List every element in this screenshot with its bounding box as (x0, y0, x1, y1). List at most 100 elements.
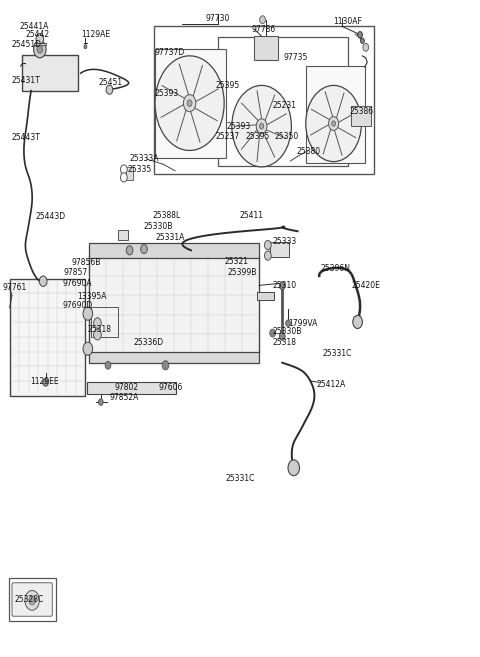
Text: 1799VA: 1799VA (288, 319, 317, 328)
Bar (89, 352, 259, 363)
Bar (10, 279, 85, 396)
Text: 25330B: 25330B (144, 222, 173, 231)
Circle shape (43, 378, 48, 386)
Circle shape (306, 85, 361, 162)
Text: 25331C: 25331C (226, 474, 255, 483)
Circle shape (260, 16, 265, 24)
Bar (87, 382, 176, 394)
Text: 25321: 25321 (225, 257, 249, 266)
Circle shape (141, 244, 147, 254)
Circle shape (34, 41, 46, 58)
Text: 25237: 25237 (216, 132, 240, 141)
Circle shape (36, 34, 44, 44)
Text: 25431T: 25431T (12, 76, 41, 85)
Circle shape (332, 121, 336, 126)
Text: 25388L: 25388L (153, 211, 181, 220)
Text: 97761: 97761 (2, 283, 27, 292)
Text: 25451: 25451 (98, 78, 122, 87)
Circle shape (360, 38, 364, 43)
Text: 97852A: 97852A (109, 393, 139, 402)
Text: 97735: 97735 (283, 53, 308, 62)
Text: 25395: 25395 (246, 132, 270, 141)
Circle shape (264, 251, 271, 260)
Circle shape (120, 173, 127, 182)
Bar (118, 230, 128, 240)
Circle shape (187, 100, 192, 106)
Bar (9, 578, 56, 621)
Bar (270, 242, 289, 257)
Circle shape (279, 332, 285, 340)
Text: 97856B: 97856B (71, 258, 100, 267)
Text: 97786: 97786 (252, 25, 276, 34)
Circle shape (288, 460, 300, 476)
Bar (257, 292, 274, 300)
Circle shape (25, 591, 39, 610)
Text: 25328C: 25328C (14, 595, 44, 604)
Circle shape (94, 329, 101, 340)
Circle shape (264, 240, 271, 250)
Text: 25411: 25411 (239, 211, 263, 220)
Text: 97606: 97606 (158, 383, 183, 392)
Text: 25335: 25335 (127, 165, 152, 174)
Text: 25336D: 25336D (133, 338, 164, 348)
Bar (218, 37, 348, 166)
Text: 25393: 25393 (155, 89, 179, 98)
Text: 1130AF: 1130AF (334, 16, 362, 26)
Circle shape (270, 329, 276, 337)
Text: 25420E: 25420E (351, 281, 380, 290)
Bar (91, 307, 118, 337)
Text: 25231: 25231 (273, 101, 297, 110)
Bar (254, 36, 278, 60)
Circle shape (120, 165, 127, 174)
Bar (155, 49, 226, 158)
Text: 25331C: 25331C (323, 349, 352, 358)
Text: 25333: 25333 (273, 237, 297, 246)
Text: 25331A: 25331A (156, 233, 185, 242)
Circle shape (105, 361, 111, 369)
Text: 13395A: 13395A (77, 292, 106, 302)
Bar (306, 66, 365, 163)
Bar (34, 43, 46, 45)
Circle shape (363, 43, 369, 51)
Circle shape (106, 85, 113, 95)
Bar (154, 26, 374, 174)
Text: 25380: 25380 (297, 147, 321, 156)
Circle shape (358, 32, 362, 38)
Text: 1129AE: 1129AE (82, 30, 111, 39)
Text: 25399B: 25399B (228, 268, 257, 277)
Text: 25412A: 25412A (317, 380, 346, 389)
Bar (126, 167, 133, 180)
Text: 25333A: 25333A (130, 154, 159, 164)
Circle shape (353, 315, 362, 328)
Bar (351, 106, 371, 126)
Circle shape (94, 318, 101, 328)
Text: 25386: 25386 (349, 107, 373, 116)
Text: 25443T: 25443T (12, 133, 41, 143)
Text: 25350: 25350 (275, 132, 299, 141)
Text: 25395: 25395 (216, 81, 240, 90)
Circle shape (183, 95, 196, 112)
Text: 25443D: 25443D (36, 212, 66, 221)
Circle shape (98, 399, 103, 405)
Text: 25451D: 25451D (12, 39, 42, 49)
Circle shape (286, 320, 290, 327)
Text: 25441A: 25441A (19, 22, 48, 31)
Circle shape (232, 85, 291, 167)
Bar (89, 256, 259, 353)
Circle shape (83, 342, 93, 355)
FancyBboxPatch shape (12, 583, 52, 616)
Circle shape (279, 282, 285, 290)
Circle shape (256, 119, 267, 133)
Circle shape (84, 45, 87, 49)
Text: 25318: 25318 (87, 325, 111, 334)
Circle shape (83, 307, 93, 320)
Text: 97690D: 97690D (62, 301, 93, 310)
Text: 25393: 25393 (227, 122, 251, 131)
Text: 25318: 25318 (273, 338, 297, 348)
Text: 97857: 97857 (63, 268, 88, 277)
Text: 25442: 25442 (25, 30, 49, 39)
Circle shape (29, 596, 36, 605)
Text: 25396N: 25396N (321, 263, 350, 273)
Circle shape (37, 45, 43, 53)
Text: 97730: 97730 (205, 14, 230, 23)
